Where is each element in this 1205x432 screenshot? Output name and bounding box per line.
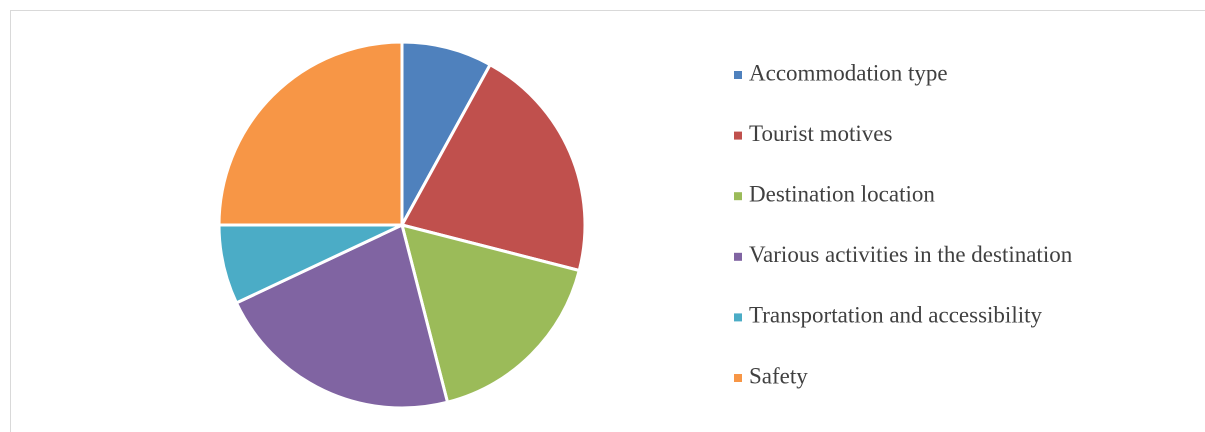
legend-label: Accommodation type xyxy=(749,60,948,85)
pie-slice xyxy=(399,62,587,273)
pie-slice xyxy=(217,40,404,227)
legend-label: Destination location xyxy=(749,181,935,206)
legend-label: Various activities in the destination xyxy=(749,242,1073,267)
pie-slice xyxy=(400,40,493,226)
legend-marker xyxy=(734,71,742,79)
legend-marker xyxy=(734,131,742,140)
legend-label: Safety xyxy=(749,363,808,388)
legend-marker xyxy=(734,313,742,322)
legend-marker xyxy=(734,374,742,382)
chart-border xyxy=(10,10,1205,432)
legend-label: Tourist motives xyxy=(749,121,892,146)
pie-slice xyxy=(399,222,582,405)
legend-marker xyxy=(734,252,742,261)
pie-slice xyxy=(234,222,450,410)
legend-marker xyxy=(734,192,742,201)
legend-label: Transportation and accessibility xyxy=(749,303,1042,328)
